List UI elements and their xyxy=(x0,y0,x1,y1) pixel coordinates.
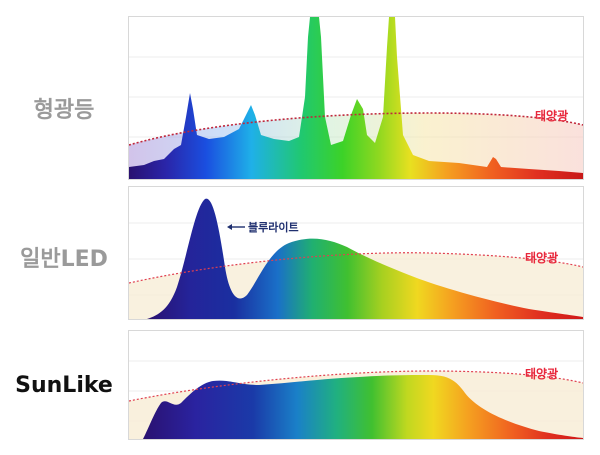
bluelight-annotation: 블루라이트 xyxy=(248,221,299,234)
label-fluorescent: 형광등 xyxy=(33,98,95,123)
fluorescent-spectrum-chart xyxy=(129,17,583,179)
bluelight-arrow xyxy=(227,224,245,230)
sunlight-curve xyxy=(129,370,583,402)
sunlike-spectrum-chart xyxy=(129,360,583,439)
spectrum-panel-led: 블루라이트 태양광 xyxy=(128,186,584,320)
label-sunlike: SunLike xyxy=(15,373,113,398)
label-led: 일반LED xyxy=(20,247,108,272)
fluorescent-spectrum-area xyxy=(129,17,583,179)
sunlike-spectrum-area xyxy=(143,375,583,439)
sunlight-label-2: 태양광 xyxy=(525,251,559,265)
sunlight-label-3: 태양광 xyxy=(525,367,559,381)
sunlight-curve xyxy=(129,112,583,146)
spectrum-panel-fluorescent: 태양광 xyxy=(128,16,584,180)
sunlight-label-1: 태양광 xyxy=(535,109,569,123)
spectrum-panel-sunlike: 태양광 xyxy=(128,330,584,440)
sunlight-curve xyxy=(129,252,583,284)
led-spectrum-chart xyxy=(129,198,583,319)
led-spectrum-area xyxy=(147,198,583,319)
